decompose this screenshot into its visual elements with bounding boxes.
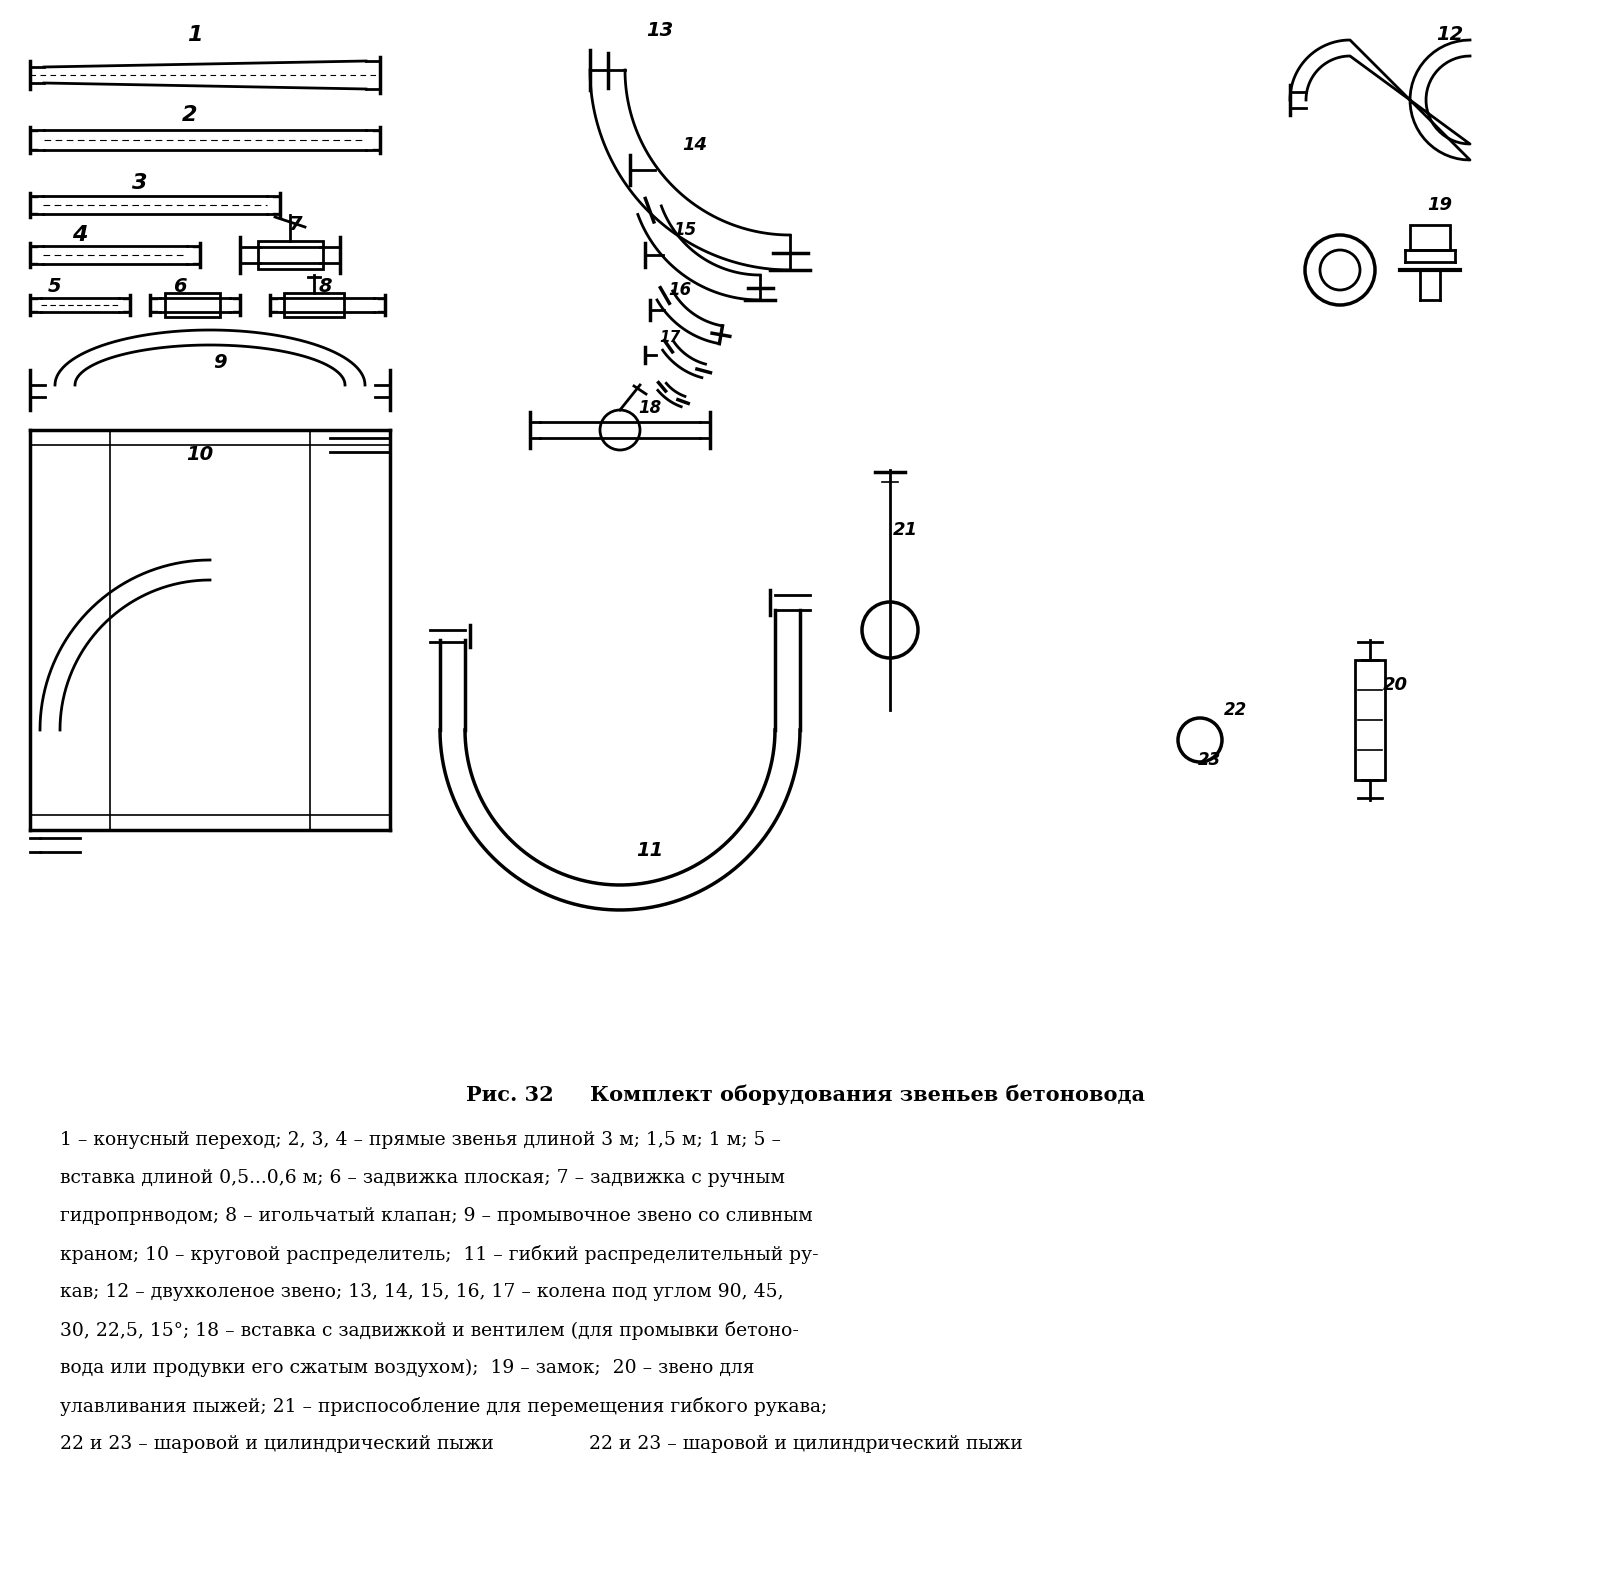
Text: 11: 11 (637, 841, 664, 859)
Text: 18: 18 (638, 399, 661, 416)
Text: 19: 19 (1428, 196, 1452, 214)
Text: вставка длиной 0,5...0,6 м; 6 – задвижка плоская; 7 – задвижка с ручным: вставка длиной 0,5...0,6 м; 6 – задвижка… (60, 1169, 785, 1187)
Text: 8: 8 (318, 276, 332, 295)
Text: 3: 3 (132, 173, 148, 192)
Text: 6: 6 (172, 276, 187, 295)
Text: 7: 7 (289, 216, 301, 235)
Circle shape (1178, 718, 1222, 762)
Text: 22 и 23 – шаровой и цилиндрический пыжи: 22 и 23 – шаровой и цилиндрический пыжи (588, 1435, 1024, 1452)
Text: 4: 4 (73, 226, 87, 244)
Bar (1410, 226, 1451, 251)
Text: 1 – конусный переход; 2, 3, 4 – прямые звенья длиной 3 м; 1,5 м; 1 м; 5 –: 1 – конусный переход; 2, 3, 4 – прямые з… (60, 1131, 780, 1150)
Text: 20: 20 (1383, 677, 1407, 694)
Text: 23: 23 (1198, 751, 1222, 770)
Text: 14: 14 (682, 136, 708, 155)
Text: 15: 15 (674, 221, 696, 240)
Circle shape (600, 410, 640, 449)
Text: 1: 1 (187, 25, 203, 46)
Circle shape (1306, 235, 1375, 304)
Text: 13: 13 (646, 21, 674, 39)
Text: гидропрнводом; 8 – игольчатый клапан; 9 – промывочное звено со сливным: гидропрнводом; 8 – игольчатый клапан; 9 … (60, 1206, 812, 1225)
Bar (284, 293, 343, 317)
Text: улавливания пыжей; 21 – приспособление для перемещения гибкого рукава;: улавливания пыжей; 21 – приспособление д… (60, 1397, 827, 1416)
Text: 17: 17 (659, 331, 680, 345)
Circle shape (862, 602, 917, 658)
Text: Рис. 32     Комплект оборудования звеньев бетоновода: Рис. 32 Комплект оборудования звеньев бе… (466, 1085, 1146, 1105)
Text: 12: 12 (1436, 25, 1464, 44)
Text: 2: 2 (182, 106, 198, 125)
Text: 16: 16 (669, 281, 692, 300)
Text: 5: 5 (48, 276, 61, 295)
Text: 22 и 23 – шаровой и цилиндрический пыжи: 22 и 23 – шаровой и цилиндрический пыжи (60, 1435, 493, 1452)
Text: 9: 9 (213, 353, 227, 372)
Text: кав; 12 – двухколеное звено; 13, 14, 15, 16, 17 – колена под углом 90, 45,: кав; 12 – двухколеное звено; 13, 14, 15,… (60, 1284, 783, 1301)
Text: краном; 10 – круговой распределитель;  11 – гибкий распределительный ру-: краном; 10 – круговой распределитель; 11… (60, 1244, 819, 1263)
Text: 22: 22 (1224, 702, 1246, 719)
Text: 10: 10 (187, 445, 214, 465)
Bar (164, 293, 219, 317)
Text: 21: 21 (893, 520, 917, 539)
Text: 30, 22,5, 15°; 18 – вставка с задвижкой и вентилем (для промывки бетоно-: 30, 22,5, 15°; 18 – вставка с задвижкой … (60, 1320, 800, 1339)
Bar (1356, 661, 1385, 781)
Bar (258, 241, 322, 270)
Circle shape (1320, 251, 1361, 290)
Text: вода или продувки его сжатым воздухом);  19 – замок;  20 – звено для: вода или продувки его сжатым воздухом); … (60, 1359, 754, 1377)
